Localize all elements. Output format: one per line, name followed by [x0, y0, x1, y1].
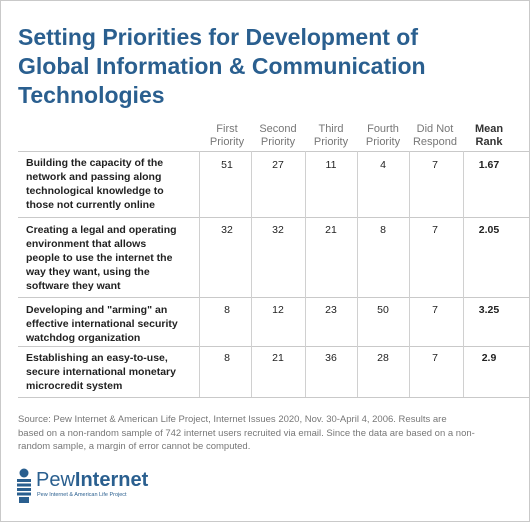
row-label-line: people to use the internet the	[26, 252, 173, 264]
source-line: Source: Pew Internet & American Life Pro…	[18, 414, 447, 425]
table-cell: 50	[377, 304, 389, 316]
chart-title: Setting Priorities for Development of Gl…	[18, 23, 518, 110]
logo-wordmark: PewInternet	[36, 469, 148, 492]
table-cell: 8	[224, 304, 230, 316]
column-header-fourth-priority: Fourth Priority	[355, 123, 411, 149]
column-header-line: First	[216, 123, 238, 135]
table-cell: 7	[432, 159, 438, 171]
column-header-line: Fourth	[367, 123, 399, 135]
table-cell: 8	[224, 352, 230, 364]
row-divider	[18, 297, 529, 298]
column-header-line: Rank	[475, 136, 503, 148]
column-divider	[305, 151, 306, 397]
table-cell: 8	[380, 224, 386, 236]
pew-person-icon	[17, 468, 31, 503]
column-header-third-priority: Third Priority	[303, 123, 359, 149]
mean-rank-cell: 2.9	[481, 352, 497, 364]
table-bottom-divider	[18, 397, 529, 398]
mean-rank-cell: 1.67	[478, 159, 500, 171]
source-line: random sample, a margin of error cannot …	[18, 441, 251, 452]
row-label-line: way they want, using the	[26, 266, 150, 278]
column-header-line: Second	[259, 123, 297, 135]
column-divider	[251, 151, 252, 397]
table-cell: 7	[432, 224, 438, 236]
table-cell: 7	[432, 352, 438, 364]
column-header-line: Priority	[365, 136, 401, 148]
column-divider	[409, 151, 410, 397]
column-header-line: Priority	[209, 136, 245, 148]
table-cell: 36	[325, 352, 337, 364]
column-header-line: Third	[318, 123, 344, 135]
table-cell: 32	[272, 224, 284, 236]
title-line: Technologies	[18, 82, 165, 108]
column-header-line: Mean	[474, 123, 504, 135]
row-label-line: technological knowledge to	[26, 185, 164, 197]
row-label-line: secure international monetary	[26, 366, 176, 378]
column-divider	[199, 151, 200, 397]
table-cell: 23	[325, 304, 337, 316]
row-label-line: watchdog organization	[26, 332, 141, 344]
row-label-line: effective international security	[26, 318, 178, 330]
table-cell: 21	[272, 352, 284, 364]
column-header-mean-rank: Mean Rank	[461, 123, 517, 149]
column-divider	[463, 151, 464, 397]
pew-internet-logo: PewInternet Pew Internet & American Life…	[13, 467, 233, 507]
mean-rank-cell: 2.05	[478, 224, 500, 236]
row-label-line: software they want	[26, 280, 121, 292]
column-header-line: Priority	[313, 136, 349, 148]
title-line: Setting Priorities for Development of	[18, 24, 418, 50]
table-cell: 51	[221, 159, 233, 171]
column-header-second-priority: Second Priority	[250, 123, 306, 149]
row-label: Building the capacity of the network and…	[26, 156, 196, 212]
row-label-line: those not currently online	[26, 199, 155, 211]
table-cell: 27	[272, 159, 284, 171]
table-cell: 28	[377, 352, 389, 364]
column-divider	[357, 151, 358, 397]
column-header-line: Priority	[260, 136, 296, 148]
row-divider	[18, 217, 529, 218]
source-line: based on a non-random sample of 742 inte…	[18, 427, 475, 439]
row-label-line: Creating a legal and operating	[26, 224, 177, 236]
column-header-first-priority: First Priority	[199, 123, 255, 149]
row-label-line: network and passing along	[26, 171, 162, 183]
row-label: Establishing an easy-to-use, secure inte…	[26, 351, 196, 393]
table-cell: 4	[380, 159, 386, 171]
title-line: Global Information & Communication	[18, 53, 426, 79]
source-note: Source: Pew Internet & American Life Pro…	[18, 413, 523, 454]
row-label: Creating a legal and operating environme…	[26, 223, 196, 293]
logo-subtitle: Pew Internet & American Life Project	[37, 492, 127, 498]
table-cell: 11	[325, 159, 337, 171]
logo-word-bold: Internet	[74, 469, 149, 491]
row-divider	[18, 346, 529, 347]
column-header-did-not-respond: Did Not Respond	[407, 123, 463, 149]
table-cell: 32	[221, 224, 233, 236]
row-label-line: Building the capacity of the	[26, 157, 164, 169]
row-label-line: Establishing an easy-to-use,	[26, 352, 168, 364]
row-label-line: microcredit system	[26, 380, 123, 392]
column-header-line: Did Not	[416, 123, 454, 135]
mean-rank-cell: 3.25	[478, 304, 500, 316]
table-cell: 12	[272, 304, 284, 316]
row-label: Developing and "arming" an effective int…	[26, 303, 196, 345]
table-cell: 21	[325, 224, 337, 236]
row-label-line: environment that allows	[26, 238, 147, 250]
column-header-line: Respond	[412, 136, 458, 148]
row-label-line: Developing and "arming" an	[26, 304, 168, 316]
logo-word-light: Pew	[36, 469, 75, 491]
table-cell: 7	[432, 304, 438, 316]
header-divider	[18, 151, 529, 152]
